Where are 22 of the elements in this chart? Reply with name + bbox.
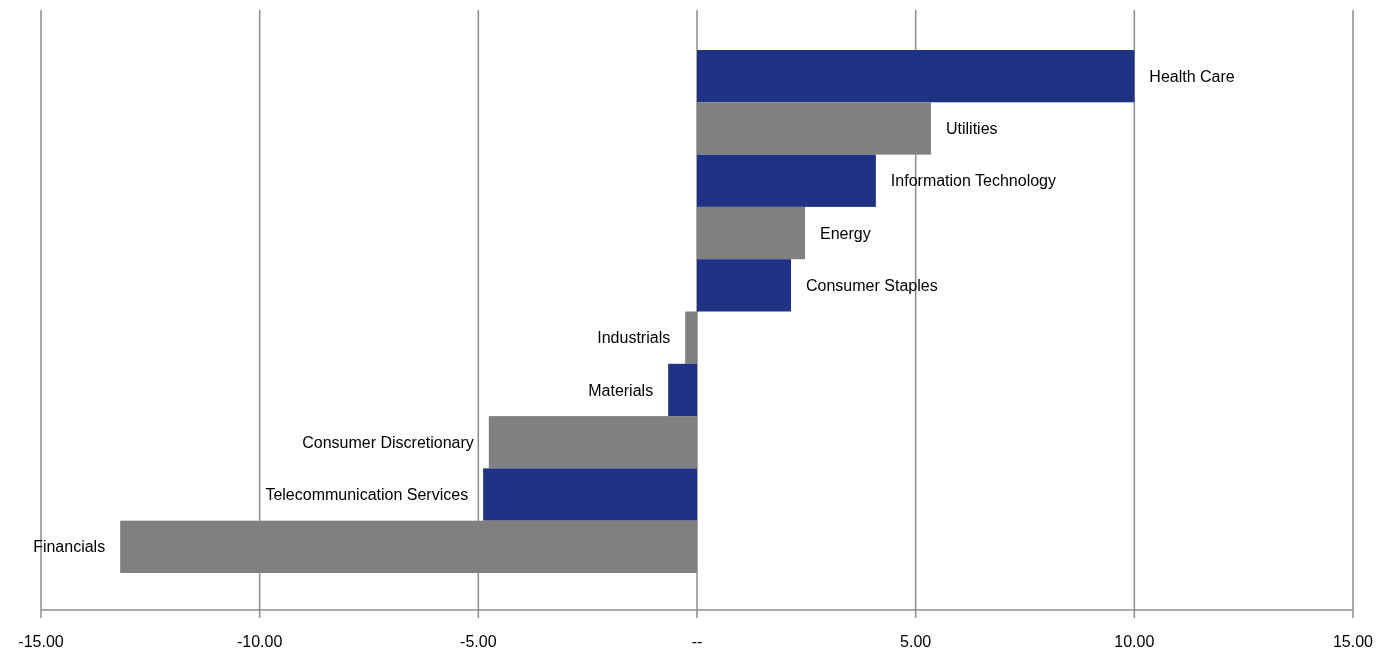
x-tick-label: -5.00 — [460, 633, 497, 650]
y-tick-label: Telecommunication Services — [265, 486, 469, 504]
bar — [483, 468, 697, 521]
x-tick-label: -- — [691, 633, 703, 650]
x-tick-label: 10.00 — [1114, 633, 1155, 650]
x-tick-label: 15.00 — [1332, 633, 1374, 650]
x-tick-label: 5.00 — [900, 633, 932, 650]
y-tick-label: Utilities — [945, 120, 998, 138]
y-tick-label: Information Technology — [890, 172, 1057, 190]
y-tick-label: Consumer Staples — [806, 276, 938, 294]
y-tick-label: Consumer Discretionary — [302, 433, 474, 451]
y-tick-label: Energy — [820, 224, 871, 242]
y-tick-label: Materials — [588, 381, 654, 399]
x-tick-label: -10.00 — [236, 633, 283, 650]
y-tick-label: Industrials — [597, 329, 671, 347]
y-tick-label: Financials — [33, 538, 106, 556]
x-tick-label: -15.00 — [18, 633, 64, 650]
y-tick-label: Health Care — [1149, 67, 1235, 85]
bar — [668, 363, 697, 417]
bar — [697, 50, 1135, 103]
bar — [697, 259, 792, 312]
bar — [697, 154, 876, 207]
